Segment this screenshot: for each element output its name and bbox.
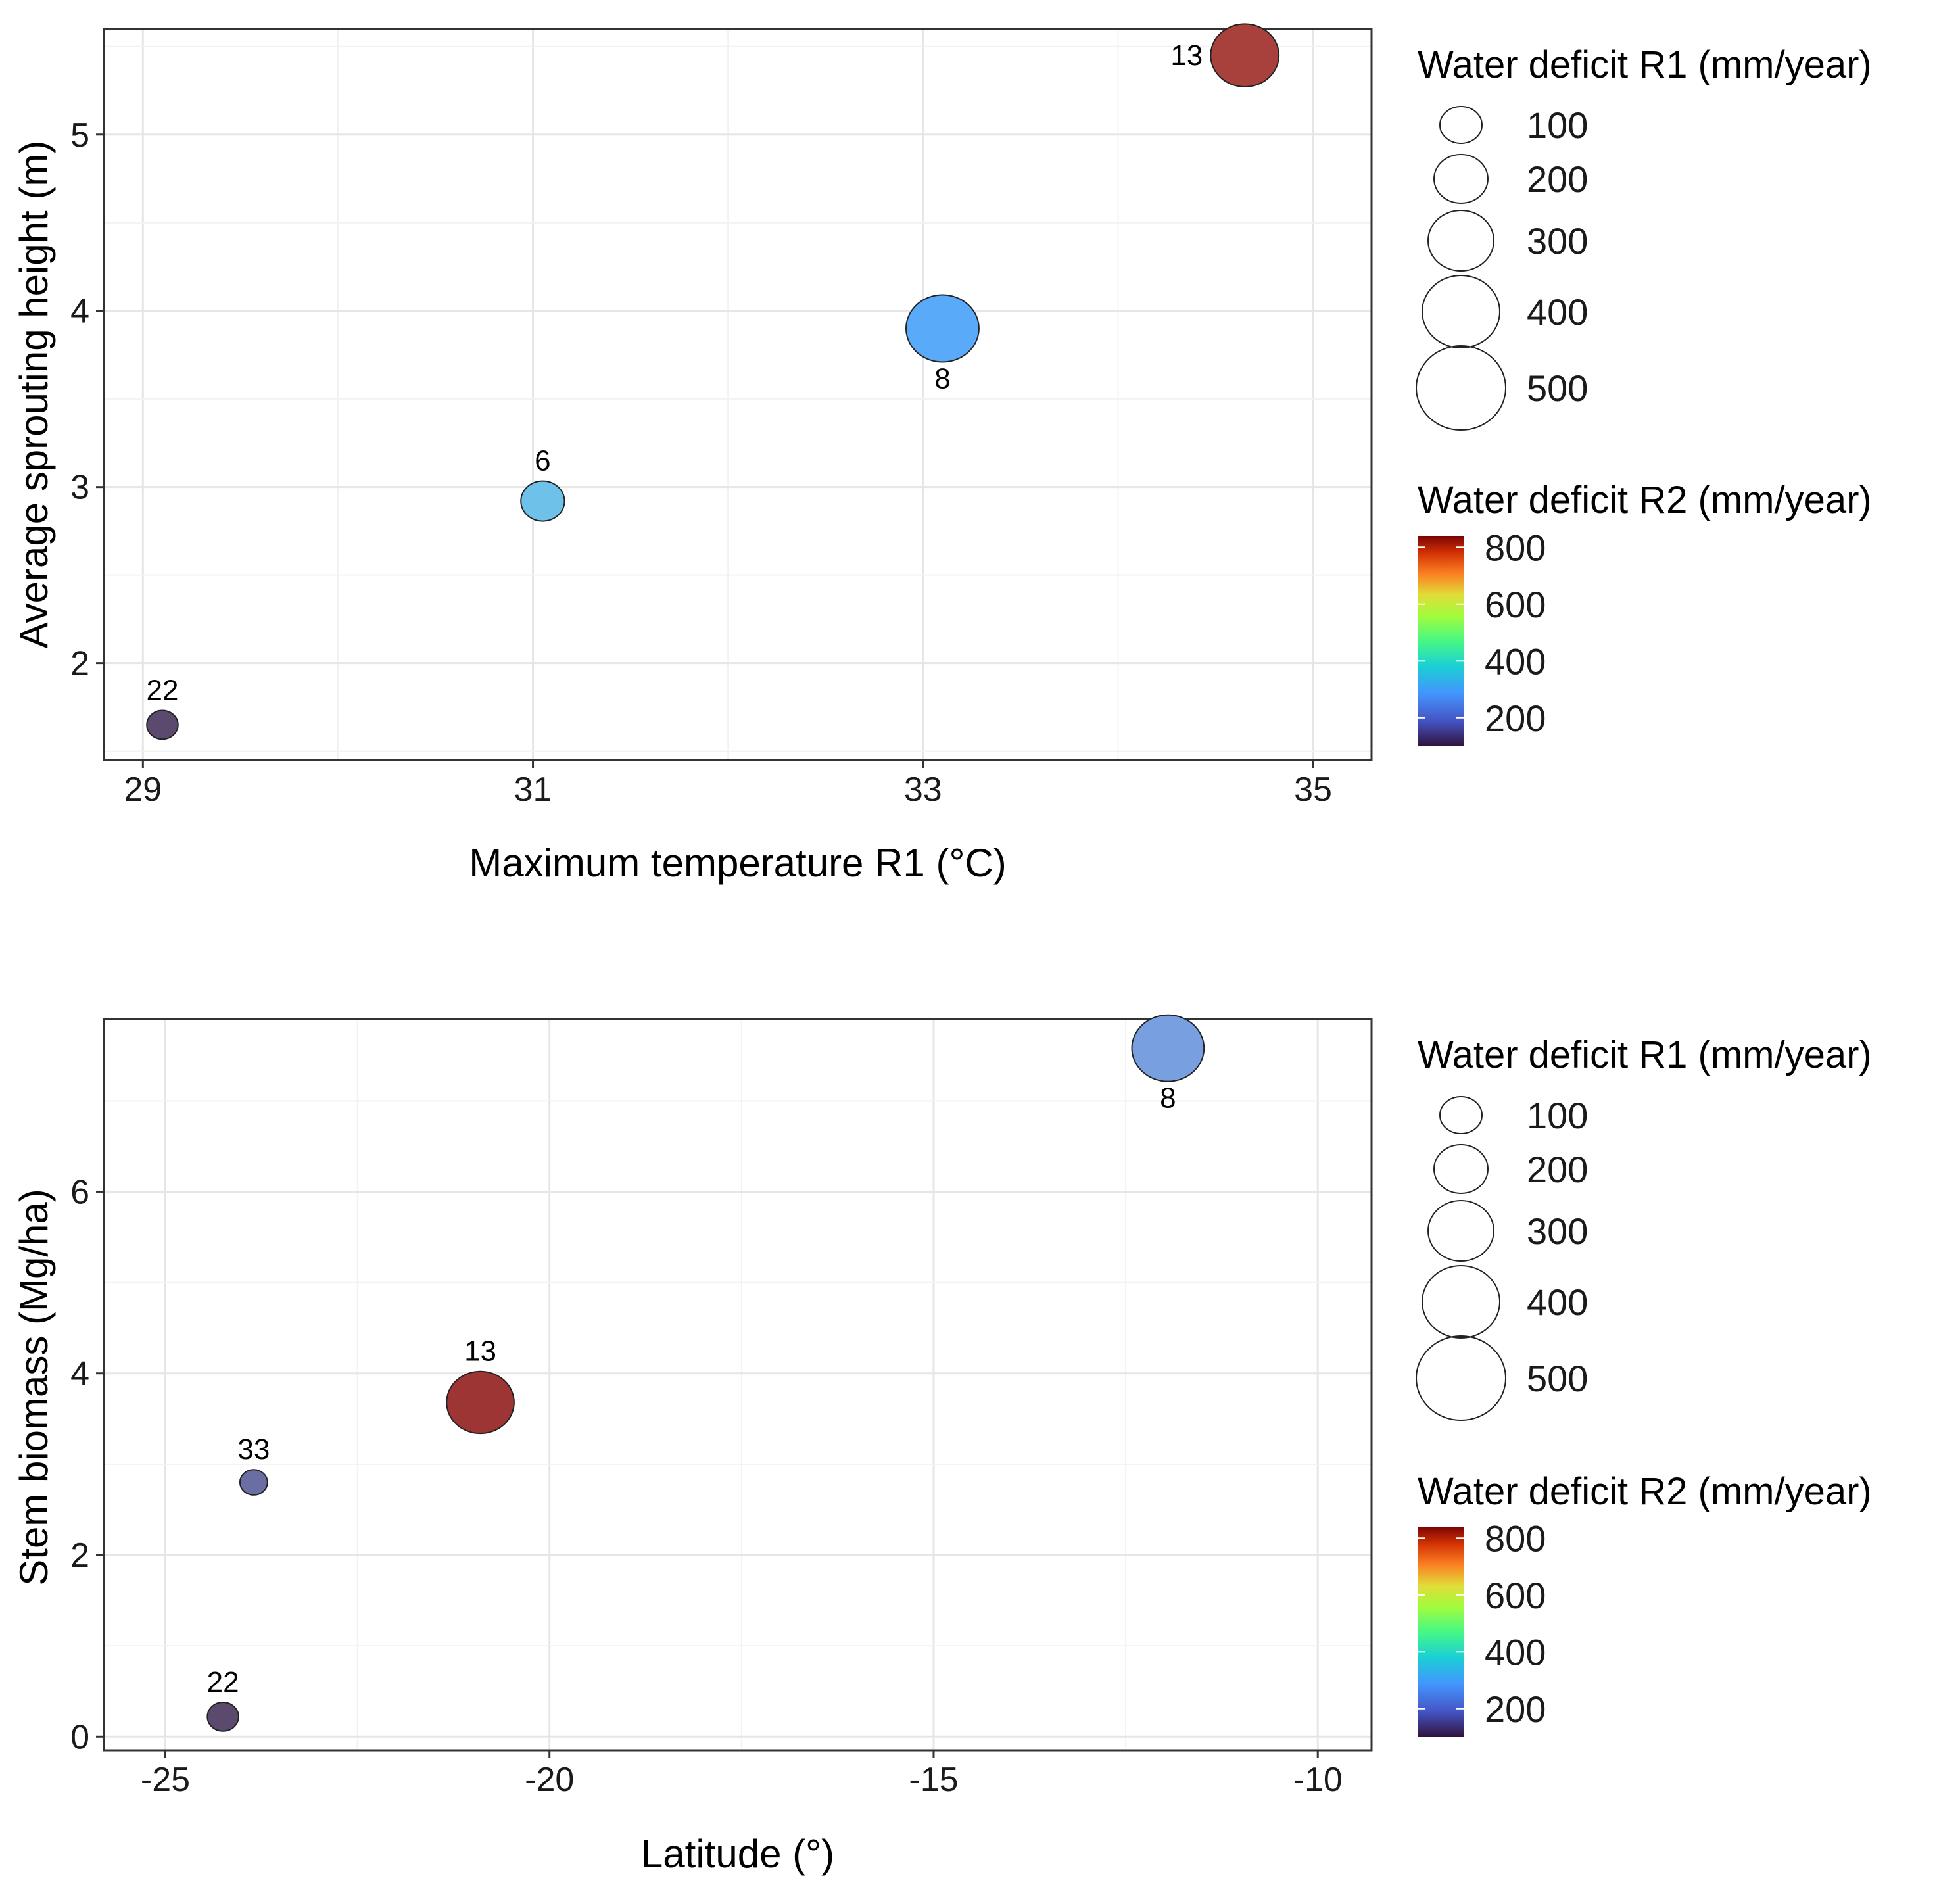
plot-border-bottom [103,1018,1373,1752]
color-legend-title: Water deficit R2 (mm/year) [1418,479,1872,521]
x-tick-label: 31 [514,771,552,809]
grid-bottom [104,1019,1372,1750]
colorbar-label: 800 [1485,1518,1546,1559]
x-tick-label: -10 [1293,1761,1343,1799]
points-bottom: 22 33 13 8 [206,1014,1205,1732]
size-legend-key [1422,1265,1500,1339]
size-legend-label: 100 [1527,105,1588,146]
data-point-label: 22 [207,1666,239,1698]
x-tick-label: 35 [1294,771,1332,809]
points-top: 22 6 8 13 [146,23,1280,740]
data-point-label: 6 [535,445,550,477]
color-legend-title: Water deficit R2 (mm/year) [1418,1470,1872,1513]
color-legend-top: Water deficit R2 (mm/year) 200 400 600 800 [1418,479,1872,746]
colorbar-label: 600 [1485,1575,1546,1616]
colorbar [1418,536,1464,746]
colorbar-label: 400 [1485,640,1546,682]
colorbar-label: 200 [1485,698,1546,739]
data-point[interactable] [206,1702,239,1732]
panel-bottom: 22 33 13 8 -25 -20 -15 -10 0 2 4 6 Latitude (°) St… [12,1014,1872,1876]
size-legend-key [1427,210,1494,272]
x-tick-label: -25 [141,1761,190,1799]
size-legend-key [1427,1200,1494,1262]
data-point-label: 33 [237,1433,270,1466]
size-legend-label: 100 [1527,1095,1588,1136]
x-axis-title-bottom: Latitude (°) [641,1832,834,1876]
colorbar-label: 200 [1485,1688,1546,1730]
size-legend-key [1433,1144,1489,1194]
ticks-bottom: -25 -20 -15 -10 0 2 4 6 [70,1173,1343,1799]
data-point[interactable] [446,1370,515,1435]
y-tick-label: 5 [70,116,89,155]
colorbar-label: 800 [1485,527,1546,568]
size-legend-label: 300 [1527,220,1588,262]
size-legend-label: 200 [1527,158,1588,200]
data-point[interactable] [239,1469,268,1496]
size-legend-label: 400 [1527,1281,1588,1323]
data-point[interactable] [146,709,179,740]
size-legend-label: 300 [1527,1210,1588,1252]
data-point[interactable] [905,294,980,363]
size-legend-key [1433,154,1489,204]
size-legend-key [1422,275,1500,348]
x-tick-label: 33 [904,771,942,809]
y-tick-label: 4 [70,293,89,331]
colorbar-label: 600 [1485,584,1546,625]
data-point[interactable] [1131,1014,1205,1082]
y-tick-label: 0 [70,1718,89,1756]
panel-top: 22 6 8 13 29 31 33 35 2 3 4 5 Maximum temperature … [12,23,1872,885]
data-point-label: 8 [934,363,950,395]
y-tick-label: 4 [70,1355,89,1393]
data-point[interactable] [1210,23,1280,87]
y-axis-title-bottom: Stem biomass (Mg/ha) [12,1189,56,1586]
grid-top [104,29,1372,760]
colorbar-label: 400 [1485,1631,1546,1673]
data-point-label: 13 [464,1335,496,1368]
data-point-label: 8 [1160,1082,1176,1114]
ticks-top: 29 31 33 35 2 3 4 5 [70,116,1332,809]
size-legend-label: 200 [1527,1149,1588,1190]
size-legend-key [1439,106,1483,144]
size-legend-bottom: Water deficit R1 (mm/year) 100 200 300 400 5… [1416,1034,1872,1421]
size-legend-key [1416,345,1506,431]
colorbar [1418,1527,1464,1737]
x-tick-label: -20 [525,1761,574,1799]
y-tick-label: 6 [70,1173,89,1211]
size-legend-top: Water deficit R1 (mm/year) 100 200 300 400 5… [1416,43,1872,431]
size-legend-label: 500 [1527,1358,1588,1399]
size-legend-title: Water deficit R1 (mm/year) [1418,1034,1872,1076]
x-axis-title-top: Maximum temperature R1 (°C) [469,841,1007,885]
size-legend-label: 500 [1527,368,1588,409]
size-legend-key [1416,1335,1506,1421]
data-point-label: 22 [147,675,179,707]
color-legend-bottom: Water deficit R2 (mm/year) 200 400 600 800 [1418,1470,1872,1737]
data-point-label: 13 [1170,39,1203,72]
size-legend-title: Water deficit R1 (mm/year) [1418,43,1872,86]
y-axis-title-top: Average sprouting height (m) [12,141,56,649]
size-legend-label: 400 [1527,291,1588,333]
y-tick-label: 2 [70,1537,89,1575]
x-tick-label: -15 [909,1761,958,1799]
size-legend-key [1439,1096,1483,1134]
x-tick-label: 29 [124,771,162,809]
data-point[interactable] [520,480,565,522]
y-tick-label: 3 [70,469,89,507]
plot-border-top [103,28,1373,761]
y-tick-label: 2 [70,645,89,683]
